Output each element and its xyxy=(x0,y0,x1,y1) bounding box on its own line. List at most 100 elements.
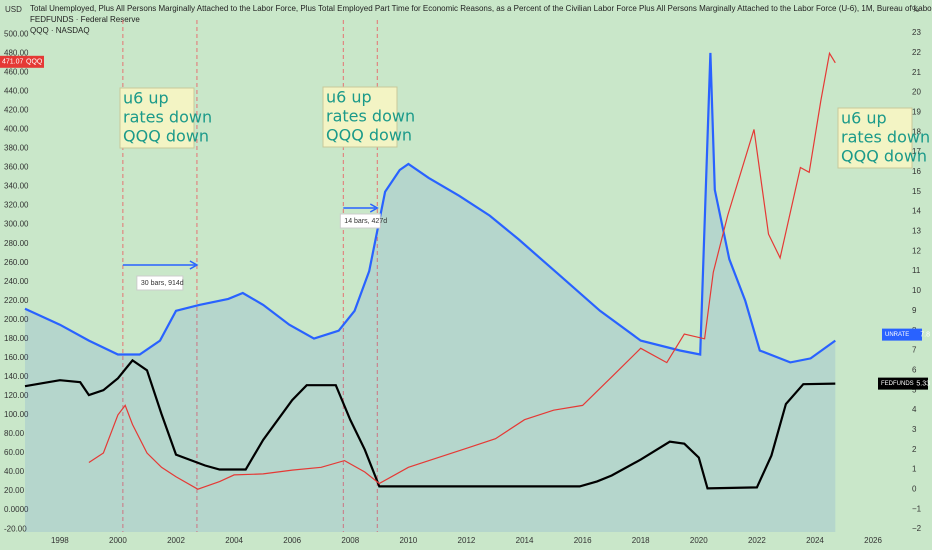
y2-tick-label: 18 xyxy=(912,127,921,136)
y2-tick-label: 11 xyxy=(912,266,921,275)
y-tick-label: 220.00 xyxy=(4,296,29,305)
y-tick-label: 300.00 xyxy=(4,220,29,229)
price-tag-value: 7.8 xyxy=(920,331,930,338)
x-tick-label: 2026 xyxy=(864,536,882,545)
y-tick-label: 380.00 xyxy=(4,144,29,153)
annotation-text: rates down xyxy=(841,128,930,147)
y-tick-label: 360.00 xyxy=(4,163,29,172)
series-line xyxy=(24,52,836,364)
y-tick-label: 240.00 xyxy=(4,277,29,286)
y-tick-label: 100.00 xyxy=(4,410,29,419)
y2-unit: % xyxy=(912,5,919,14)
y2-tick-label: 13 xyxy=(912,227,921,236)
x-tick-label: 2020 xyxy=(690,536,708,545)
y2-tick-label: 17 xyxy=(912,147,921,156)
y2-tick-label: 7 xyxy=(912,346,917,355)
y-tick-label: 400.00 xyxy=(4,125,29,134)
x-tick-label: 2018 xyxy=(632,536,650,545)
annotation-box xyxy=(837,107,913,169)
y-tick-label: 440.00 xyxy=(4,86,29,95)
series-line xyxy=(24,358,836,490)
y-tick-label: 60.00 xyxy=(4,448,25,457)
x-tick-label: 2000 xyxy=(109,536,127,545)
y2-tick-label: 5 xyxy=(912,385,917,394)
y2-tick-label: 16 xyxy=(912,167,921,176)
y2-tick-label: 12 xyxy=(912,246,921,255)
price-tag xyxy=(878,377,928,390)
chart-title: Total Unemployed, Plus All Persons Margi… xyxy=(30,4,932,13)
y-tick-label: 500.00 xyxy=(4,29,29,38)
price-tag-name: QQQ xyxy=(26,59,43,66)
x-tick-label: 2016 xyxy=(574,536,592,545)
y-tick-label: 40.00 xyxy=(4,467,25,476)
range-label: 30 bars, 914d xyxy=(141,280,184,287)
annotation-box xyxy=(322,86,398,148)
x-tick-label: 2012 xyxy=(458,536,476,545)
x-tick-label: 1998 xyxy=(51,536,69,545)
x-tick-label: 2024 xyxy=(806,536,824,545)
y-tick-label: 20.00 xyxy=(4,486,25,495)
y2-tick-label: 9 xyxy=(912,306,917,315)
annotation-text: QQQ down xyxy=(326,126,412,145)
y-tick-label: -20.00 xyxy=(4,524,27,533)
y2-tick-label: 14 xyxy=(912,207,921,216)
y-tick-label: 0.0000 xyxy=(4,505,29,514)
y2-tick-label: 4 xyxy=(912,405,917,414)
y2-tick-label: 20 xyxy=(912,88,921,97)
annotation-text: QQQ down xyxy=(841,147,927,166)
price-tag xyxy=(882,328,922,341)
y2-tick-label: 0 xyxy=(912,484,917,493)
subtitle: QQQ · NASDAQ xyxy=(30,26,90,35)
annotation-text: rates down xyxy=(326,107,415,126)
y2-tick-label: 3 xyxy=(912,425,917,434)
price-tag-name: UNRATE xyxy=(885,332,909,338)
annotation-text: rates down xyxy=(123,108,212,127)
y2-tick-label: 22 xyxy=(912,48,921,57)
y-unit: USD xyxy=(5,5,22,14)
price-tag-name: FEDFUNDS xyxy=(881,381,914,387)
range-label: 14 bars, 427d xyxy=(344,218,387,225)
x-tick-label: 2010 xyxy=(399,536,417,545)
y-tick-label: 260.00 xyxy=(4,258,29,267)
x-tick-label: 2004 xyxy=(225,536,243,545)
area xyxy=(25,52,836,533)
x-tick-label: 2022 xyxy=(748,536,766,545)
arrow-head xyxy=(189,260,199,270)
y-tick-label: 340.00 xyxy=(4,182,29,191)
y2-tick-label: 23 xyxy=(912,28,921,37)
y-tick-label: 140.00 xyxy=(4,372,29,381)
y-tick-label: 120.00 xyxy=(4,391,29,400)
y2-tick-label: 6 xyxy=(912,365,917,374)
y-tick-label: 420.00 xyxy=(4,106,29,115)
subtitle: FEDFUNDS · Federal Reserve xyxy=(30,15,140,24)
y-tick-label: 200.00 xyxy=(4,315,29,324)
annotation-text: u6 up xyxy=(326,88,372,107)
y2-tick-label: −2 xyxy=(912,524,922,533)
y2-tick-label: 21 xyxy=(912,68,921,77)
y-tick-label: 320.00 xyxy=(4,201,29,210)
y-tick-label: 460.00 xyxy=(4,67,29,76)
y2-tick-label: 19 xyxy=(912,108,921,117)
y-tick-label: 80.00 xyxy=(4,429,25,438)
x-tick-label: 2014 xyxy=(516,536,534,545)
range-label-box xyxy=(339,213,381,229)
annotation-text: u6 up xyxy=(123,89,169,108)
price-tag-value: 5.33 xyxy=(916,380,930,387)
x-tick-label: 2008 xyxy=(341,536,359,545)
y2-tick-label: 15 xyxy=(912,187,921,196)
y2-tick-label: 10 xyxy=(912,286,921,295)
y-tick-label: 160.00 xyxy=(4,353,29,362)
y-tick-label: 180.00 xyxy=(4,334,29,343)
annotation-text: QQQ down xyxy=(123,127,209,146)
price-tag xyxy=(0,55,44,68)
annotation-box xyxy=(119,87,195,149)
series-line xyxy=(88,51,836,490)
x-tick-label: 2002 xyxy=(167,536,185,545)
y-tick-label: 480.00 xyxy=(4,48,29,57)
y2-tick-label: −1 xyxy=(912,504,922,513)
y-tick-label: 280.00 xyxy=(4,239,29,248)
x-tick-label: 2006 xyxy=(283,536,301,545)
y2-tick-label: 2 xyxy=(912,445,917,454)
range-label-box xyxy=(136,275,184,291)
